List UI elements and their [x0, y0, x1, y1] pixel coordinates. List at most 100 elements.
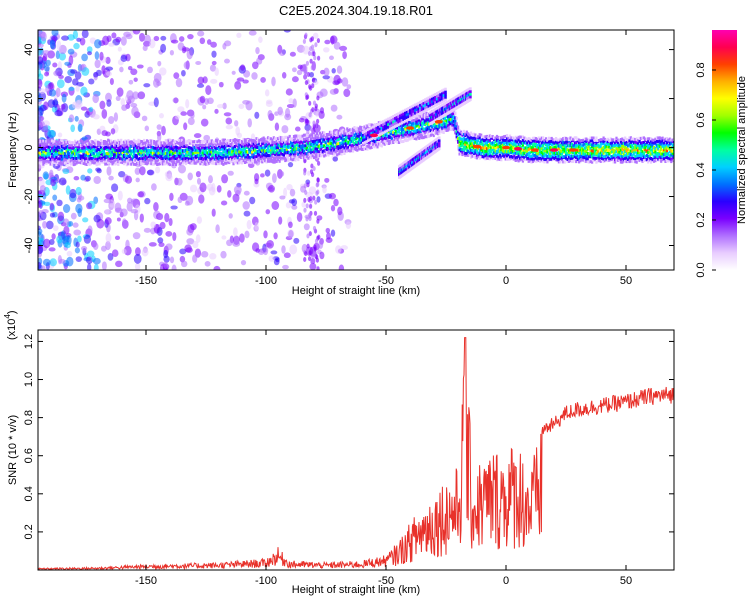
spectrogram-cell	[99, 160, 103, 164]
spectrogram-cell	[56, 145, 59, 149]
spectrogram-cell	[231, 147, 234, 151]
spectrogram-cell	[490, 134, 493, 138]
spectrogram-cell	[570, 142, 573, 146]
spectrogram-cell	[461, 147, 464, 151]
spectrogram-cell	[45, 220, 54, 230]
spectrogram-cell	[174, 163, 177, 166]
spectrogram-cell	[243, 190, 250, 196]
spectrogram-cell	[243, 210, 251, 217]
spectrogram-cell	[261, 154, 264, 158]
spectrogram-cell	[351, 149, 355, 153]
spectrogram-cell	[641, 151, 644, 155]
spectrogram-cell	[555, 142, 558, 146]
spectrogram-cell	[275, 146, 278, 150]
spectrogram-cell	[434, 132, 437, 136]
spectrogram-cell	[651, 143, 654, 147]
spectrogram-cell	[292, 148, 296, 152]
spectrogram-cell	[120, 138, 123, 142]
spectrogram-cell	[421, 117, 424, 121]
spectrogram-cell	[395, 132, 398, 136]
spectrogram-cell	[448, 125, 451, 129]
spectrogram-cell	[69, 143, 72, 147]
spectrogram-cell	[170, 144, 173, 148]
spectrogram-cell	[629, 159, 632, 163]
spectrogram-cell	[184, 145, 188, 149]
spectrogram-cell	[61, 162, 64, 166]
spectrogram-cell	[222, 150, 225, 154]
spectrogram-cell	[432, 134, 435, 138]
spectrogram-cell	[634, 160, 637, 164]
spectrogram-cell	[94, 39, 102, 49]
spectrogram-cell	[253, 173, 260, 182]
spectrogram-cell	[219, 140, 222, 144]
spectrogram-cell	[104, 217, 112, 225]
spectrogram-cell	[315, 111, 319, 117]
spectrogram-cell	[221, 235, 227, 240]
spectrogram-cell	[51, 155, 54, 159]
spectrogram-cell	[344, 131, 347, 135]
spectrogram-cell	[128, 144, 131, 148]
spectrogram-cell	[261, 146, 264, 150]
spectrogram-cell	[85, 160, 88, 164]
spectrogram-cell	[112, 160, 116, 164]
spectrogram-cell	[319, 88, 328, 97]
spectrogram-cell	[135, 154, 139, 158]
spectrogram-cell	[117, 144, 120, 147]
spectrogram-cell	[184, 159, 188, 163]
spectrogram-cell	[98, 157, 101, 161]
spectrogram-cell	[621, 141, 624, 145]
spectrogram-cell	[281, 152, 284, 156]
spectrogram-cell	[246, 144, 249, 148]
spectrogram-cell	[213, 161, 216, 165]
spectrogram-cell	[311, 140, 314, 144]
spectrogram-cell	[186, 158, 189, 162]
spectrogram-cell	[292, 150, 296, 154]
spectrogram-cell	[156, 142, 159, 146]
spectrogram-cell	[390, 141, 393, 145]
spectrogram-cell	[50, 178, 56, 187]
spectrogram-cell	[124, 153, 127, 157]
spectrogram-cell	[251, 139, 254, 142]
spectrogram-cell	[116, 87, 124, 97]
spectrogram-cell	[441, 123, 444, 127]
spectrogram-cell	[622, 157, 625, 161]
spectrogram-cell	[396, 126, 399, 130]
spectrogram-cell	[236, 132, 242, 139]
spectrogram-cell	[124, 159, 127, 163]
spectrogram-cell	[148, 151, 152, 155]
spectrogram-cell	[488, 142, 491, 146]
spectrogram-cell	[169, 141, 172, 145]
spectrogram-cell	[199, 140, 202, 144]
spectrogram-cell	[292, 145, 296, 149]
spectrogram-cell	[575, 151, 578, 155]
spectrogram-cell	[231, 159, 234, 163]
spectrogram-cell	[349, 146, 352, 150]
spectrogram-cell	[236, 150, 239, 154]
spectrogram-cell	[639, 145, 643, 149]
spectrogram-cell	[235, 158, 238, 162]
spectrogram-cell	[150, 158, 153, 162]
spectrogram-cell	[80, 106, 88, 111]
spectrogram-cell	[455, 127, 458, 131]
spectrogram-cell	[591, 145, 594, 149]
spectrogram-cell	[46, 148, 49, 152]
spectrogram-cell	[254, 160, 257, 164]
spectrogram-cell	[133, 159, 136, 163]
spectrogram-cell	[288, 145, 291, 149]
spectrogram-cell	[556, 141, 559, 145]
spectrogram-cell	[367, 140, 370, 144]
spectrogram-cell	[229, 155, 232, 158]
spectrogram-cell	[507, 141, 510, 145]
spectrogram-cell	[262, 146, 265, 150]
spectrogram-cell	[323, 138, 326, 142]
spectrogram-cell	[392, 130, 395, 134]
spectrogram-cell	[330, 151, 333, 155]
spectrogram-cell	[422, 132, 425, 136]
spectrogram-cell	[213, 140, 216, 144]
spectrogram-cell	[547, 143, 550, 147]
spectrogram-cell	[222, 158, 225, 162]
spectrogram-cell	[146, 162, 149, 166]
spectrogram-cell	[631, 139, 634, 143]
spectrogram-cell	[393, 137, 396, 141]
spectrogram-cell	[153, 153, 156, 156]
